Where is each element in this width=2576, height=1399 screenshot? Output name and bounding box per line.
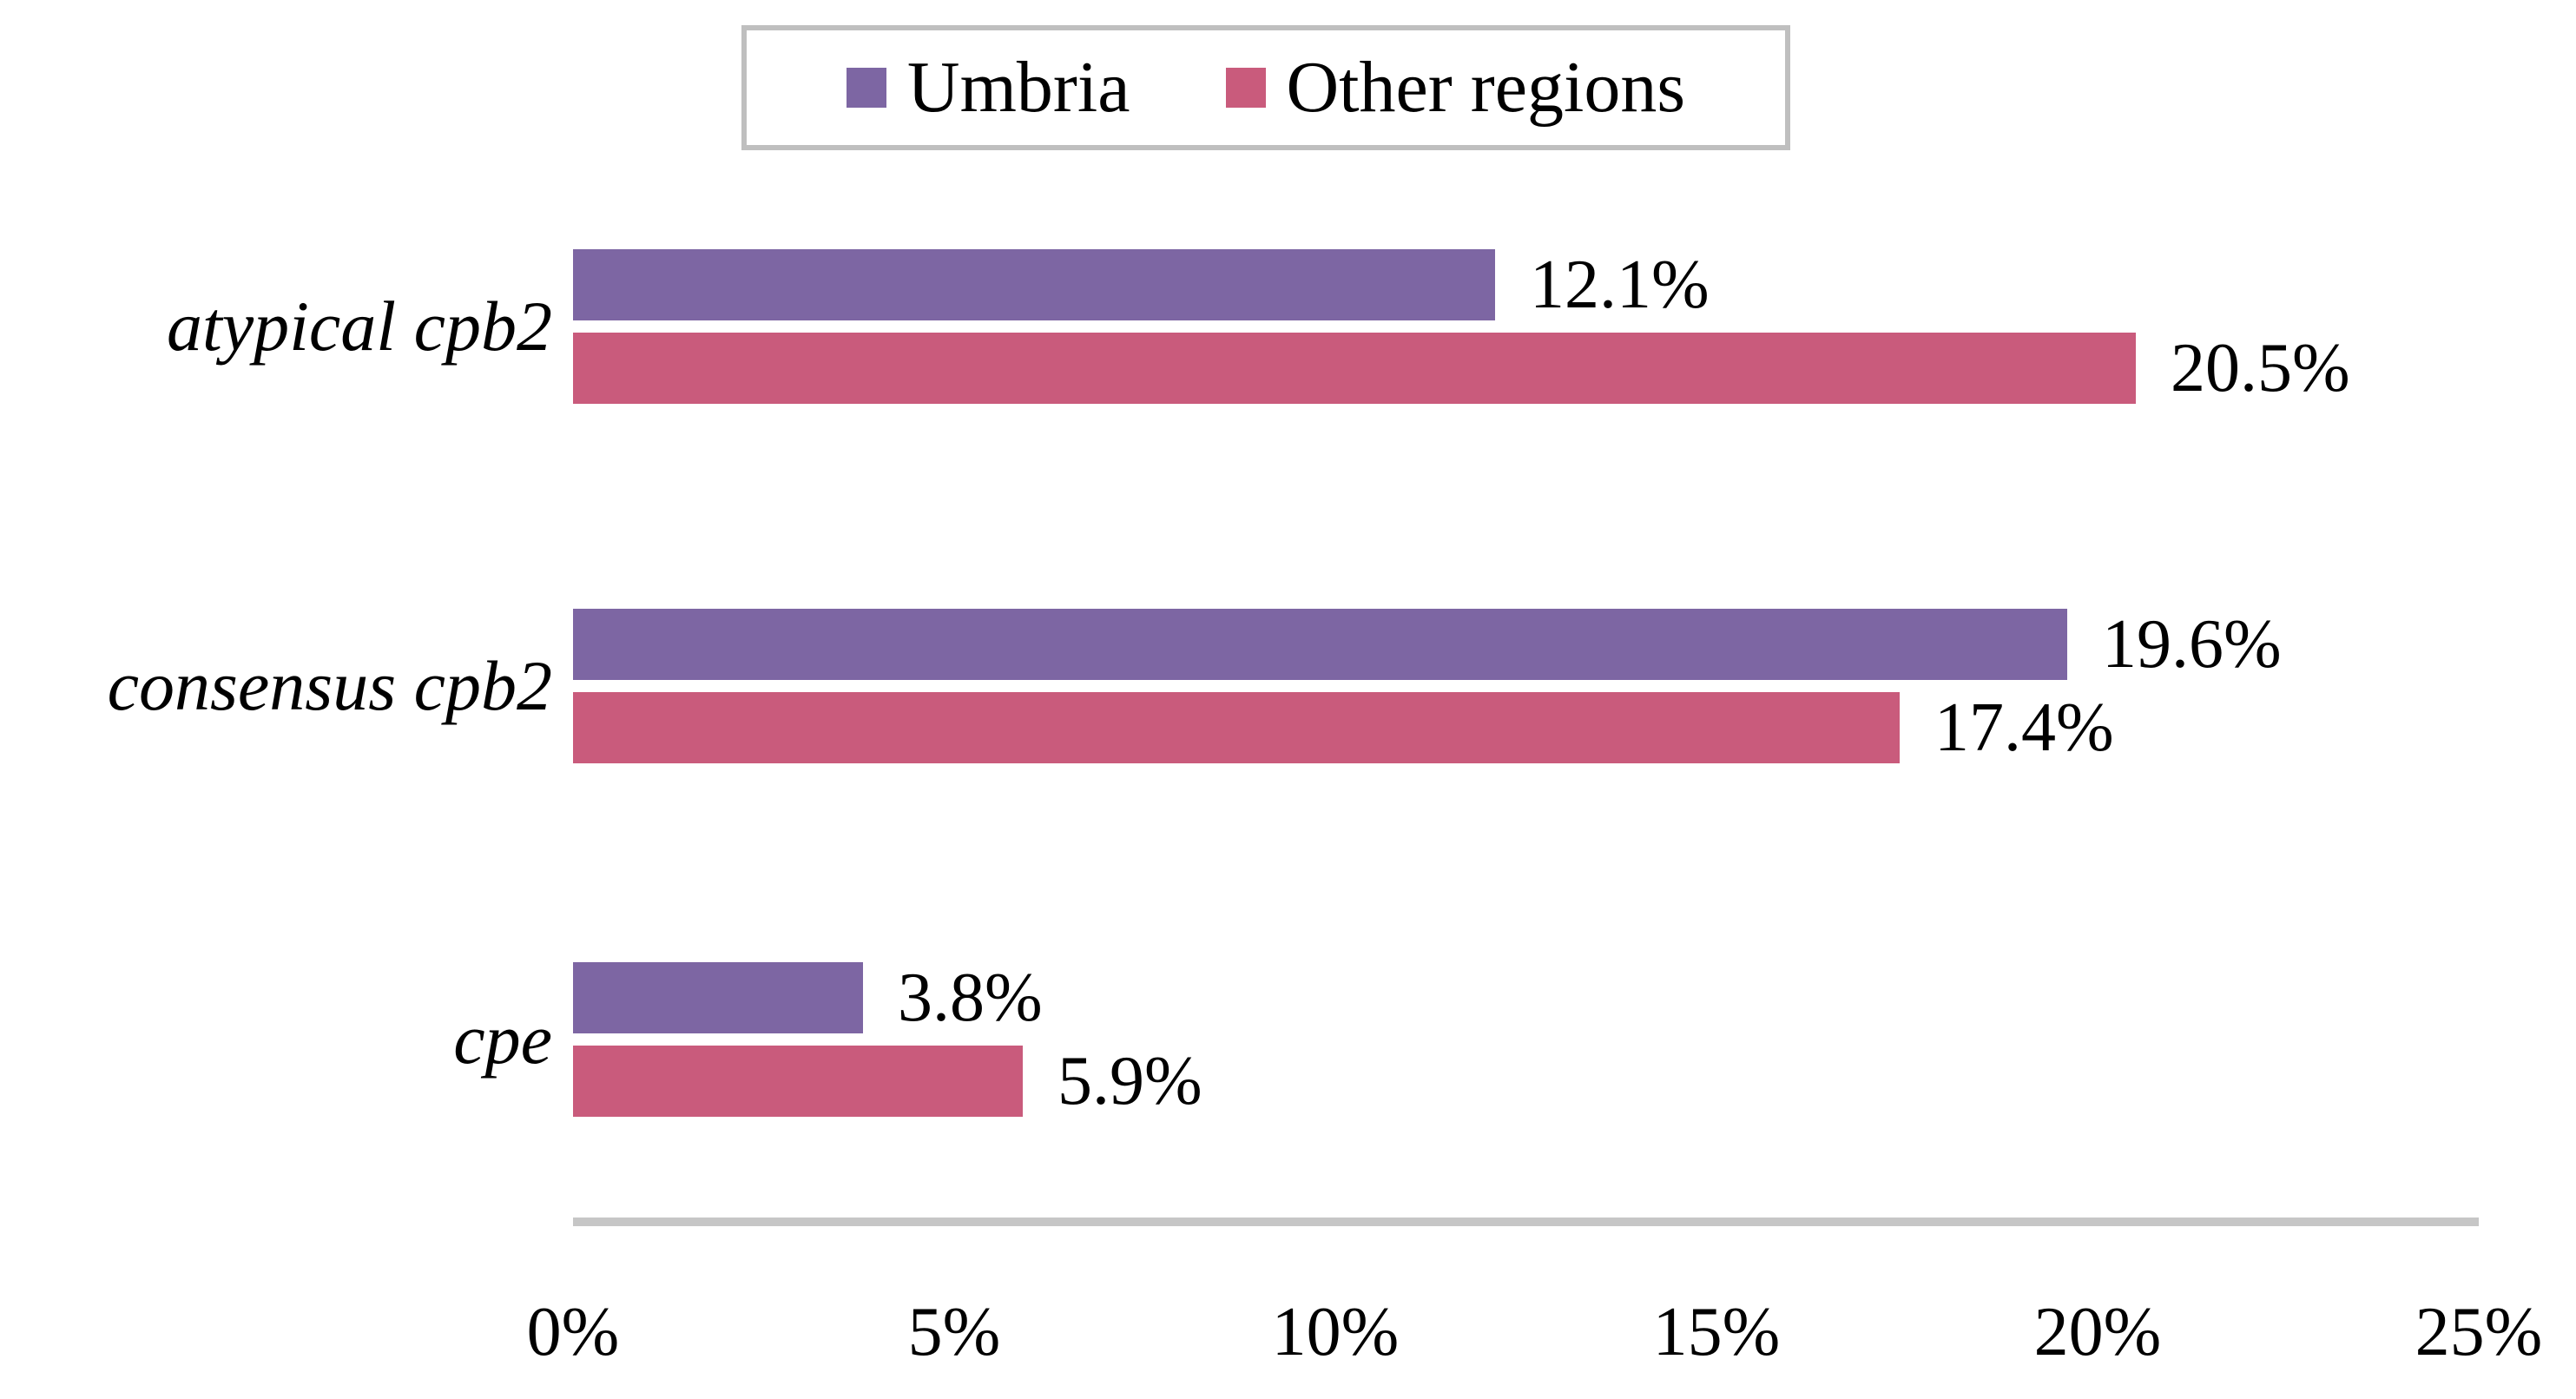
x-tick-label-10-: 10% (1271, 1294, 1400, 1370)
x-tick-label-15-: 15% (1652, 1294, 1781, 1370)
bar-other-regions-atypical-cpb2 (573, 333, 2136, 404)
value-label-other-regions-consensus-cpb2: 17.4% (1934, 690, 2114, 766)
value-label-other-regions-cpe: 5.9% (1057, 1043, 1202, 1119)
x-tick-label-0-: 0% (526, 1294, 620, 1370)
bar-umbria-cpe (573, 962, 863, 1033)
bar-umbria-consensus-cpb2 (573, 609, 2067, 680)
bar-other-regions-cpe (573, 1046, 1023, 1117)
category-label-consensus-cpb2: consensus cpb2 (107, 646, 552, 725)
value-label-umbria-consensus-cpb2: 19.6% (2102, 606, 2282, 683)
legend-label-other-regions: Other regions (1286, 47, 1686, 128)
legend-label-umbria: Umbria (906, 47, 1130, 128)
x-tick-label-20-: 20% (2033, 1294, 2162, 1370)
value-label-umbria-atypical-cpb2: 12.1% (1530, 247, 1710, 323)
bar-umbria-atypical-cpb2 (573, 249, 1495, 320)
x-tick-label-5-: 5% (907, 1294, 1001, 1370)
legend-swatch-umbria (846, 68, 886, 108)
x-tick-label-25-: 25% (2415, 1294, 2543, 1370)
legend-swatch-other-regions (1225, 68, 1266, 108)
legend-item-umbria: Umbria (846, 47, 1130, 128)
x-axis-line (573, 1218, 2479, 1226)
value-label-other-regions-atypical-cpb2: 20.5% (2171, 330, 2350, 406)
value-label-umbria-cpe: 3.8% (898, 960, 1043, 1036)
chart-legend: Umbria Other regions (741, 25, 1790, 150)
legend-item-other-regions: Other regions (1225, 47, 1686, 128)
category-label-cpe: cpe (453, 1000, 552, 1079)
bar-other-regions-consensus-cpb2 (573, 692, 1900, 763)
category-label-atypical-cpb2: atypical cpb2 (166, 287, 552, 366)
